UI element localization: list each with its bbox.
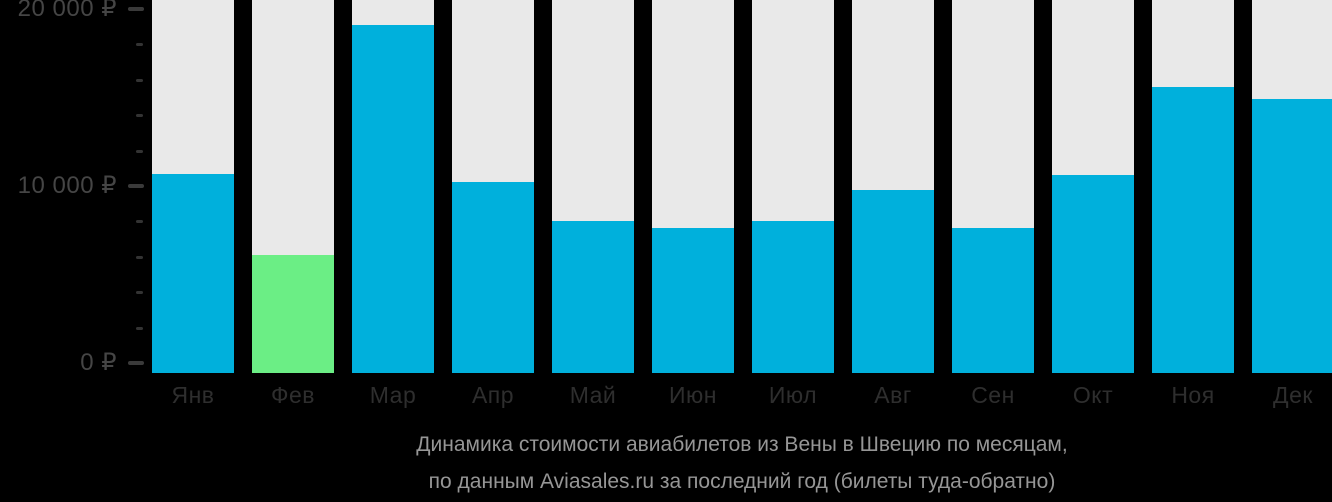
bar-окт <box>1052 175 1134 373</box>
x-axis-label-дек: Дек <box>1273 382 1313 408</box>
bar-мар <box>352 25 434 373</box>
x-axis-label-июл: Июл <box>768 382 818 408</box>
x-axis-label-авг: Авг <box>874 382 912 408</box>
x-axis-label-сен: Сен <box>971 382 1015 408</box>
y-major-tick <box>128 184 144 188</box>
bar-сен <box>952 228 1034 373</box>
y-minor-tick <box>136 114 143 117</box>
x-axis-label-май: Май <box>569 382 617 408</box>
chart-title: Динамика стоимости авиабилетов из Вены в… <box>416 433 1068 456</box>
y-minor-tick <box>136 256 143 259</box>
y-minor-tick <box>136 220 143 223</box>
bar-июн <box>652 228 734 373</box>
bar-апр <box>452 182 534 373</box>
bar-май <box>552 221 634 373</box>
x-axis-label-янв: Янв <box>171 382 215 408</box>
y-major-tick <box>128 7 144 11</box>
y-minor-tick <box>136 150 143 153</box>
x-axis-label-мар: Мар <box>369 382 417 408</box>
chart-caption: Динамика стоимости авиабилетов из Вены в… <box>152 426 1332 500</box>
bar-янв <box>152 174 234 373</box>
y-major-tick <box>128 361 144 365</box>
chart-subtitle: по данным Aviasales.ru за последний год … <box>428 470 1056 493</box>
y-axis-label: 10 000 ₽ <box>17 172 117 199</box>
bar-авг <box>852 190 934 373</box>
y-minor-tick <box>136 43 143 46</box>
y-minor-tick <box>136 291 143 294</box>
y-axis-label: 20 000 ₽ <box>17 0 117 22</box>
x-axis-label-июн: Июн <box>669 382 717 408</box>
bar-июл <box>752 221 834 373</box>
bar-фев <box>252 255 334 373</box>
x-axis-label-окт: Окт <box>1072 382 1114 408</box>
bar-дек <box>1252 99 1332 373</box>
x-axis-label-апр: Апр <box>471 382 515 408</box>
y-minor-tick <box>136 327 143 330</box>
y-minor-tick <box>136 79 143 82</box>
x-axis-label-фев: Фев <box>271 382 315 408</box>
y-axis-label: 0 ₽ <box>80 349 117 376</box>
x-axis-label-ноя: Ноя <box>1171 382 1215 408</box>
bar-ноя <box>1152 87 1234 373</box>
